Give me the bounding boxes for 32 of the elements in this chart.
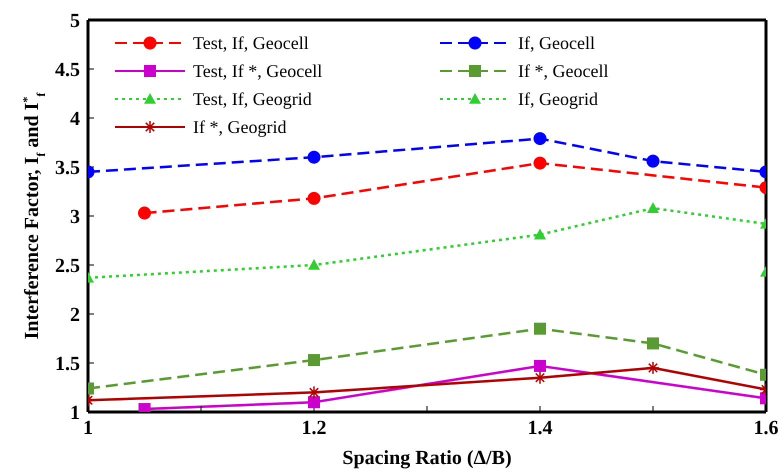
point bbox=[534, 322, 546, 335]
y-tick-label: 5 bbox=[70, 10, 80, 32]
y-tick-label: 1 bbox=[70, 402, 80, 424]
y-tick-label: 2 bbox=[70, 304, 80, 326]
x-tick-label: 1.6 bbox=[754, 417, 778, 440]
x-axis-title: Spacing Ratio (Δ/B) bbox=[342, 447, 512, 469]
legend-label: Test, If, Geogrid bbox=[193, 88, 312, 110]
point bbox=[308, 396, 320, 408]
y-tick-label: 3.5 bbox=[55, 157, 80, 180]
legend-label: If, Geocell bbox=[518, 32, 595, 54]
x-tick-label: 1.4 bbox=[528, 417, 552, 440]
y-tick-label: 4 bbox=[70, 108, 80, 130]
x-tick-label: 1.2 bbox=[302, 417, 326, 440]
legend-label: If, Geogrid bbox=[518, 88, 598, 110]
y-tick-label: 4.5 bbox=[55, 59, 80, 82]
y-tick-label: 2.5 bbox=[55, 255, 80, 278]
point bbox=[533, 370, 547, 384]
y-tick-label: 3 bbox=[70, 206, 80, 228]
point bbox=[308, 192, 320, 205]
point bbox=[534, 228, 546, 240]
legend-label: Test, If *, Geocell bbox=[193, 60, 322, 82]
point bbox=[308, 354, 320, 366]
point bbox=[308, 259, 320, 270]
y-tick-label: 1.5 bbox=[55, 353, 80, 376]
legend-label: If *, Geogrid bbox=[193, 116, 286, 138]
legend-label: If *, Geocell bbox=[518, 60, 608, 82]
point bbox=[307, 386, 321, 400]
point bbox=[534, 132, 546, 146]
point bbox=[534, 156, 546, 170]
point bbox=[308, 150, 320, 164]
legend-label: Test, If, Geocell bbox=[193, 32, 309, 54]
point bbox=[534, 360, 546, 372]
